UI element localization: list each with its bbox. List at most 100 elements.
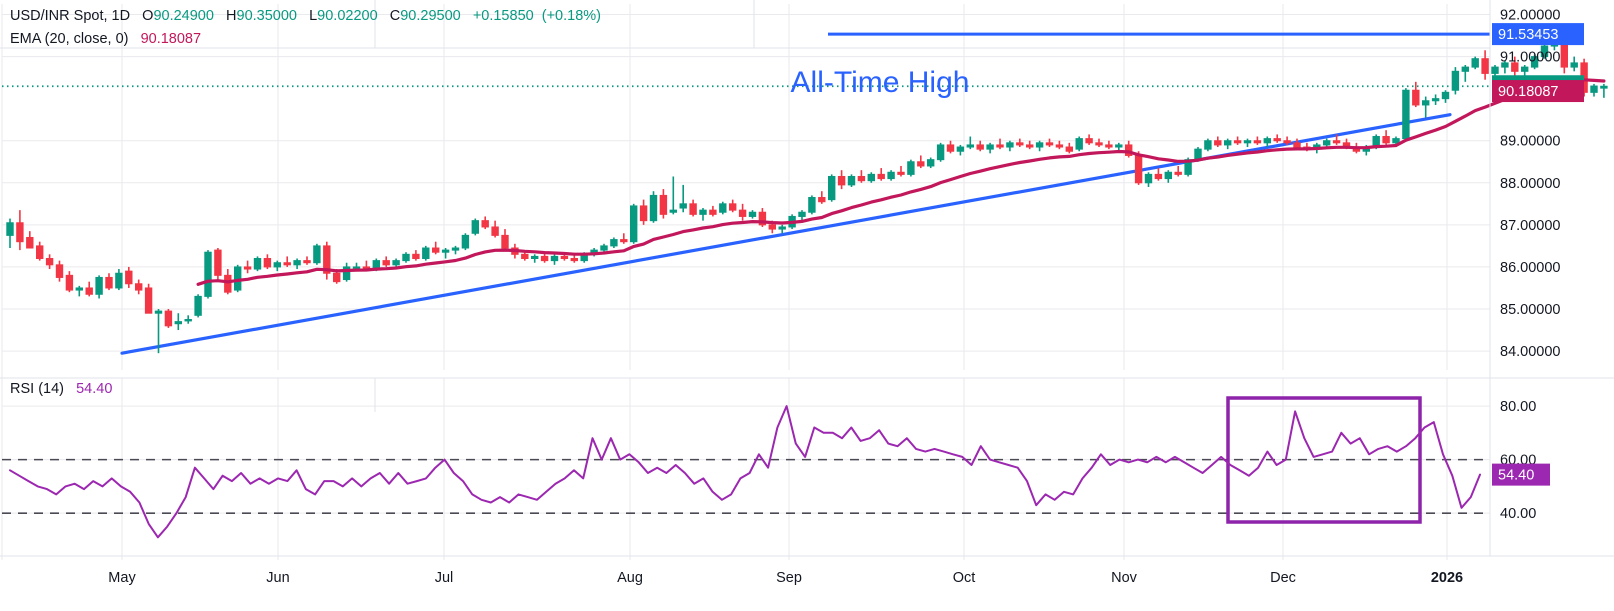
candle-body[interactable] xyxy=(610,239,618,247)
candle-body[interactable] xyxy=(659,194,668,215)
candle-body[interactable] xyxy=(897,171,905,175)
candle-body[interactable] xyxy=(16,222,24,243)
uptrend-line[interactable] xyxy=(120,113,1452,355)
candle-body[interactable] xyxy=(1035,142,1044,148)
annotations-group[interactable]: All-Time High xyxy=(791,66,970,99)
rsi-consolidation-box[interactable] xyxy=(1226,396,1422,524)
candle-body[interactable] xyxy=(85,287,93,295)
candle-body[interactable] xyxy=(847,175,856,186)
candle-body[interactable] xyxy=(1481,58,1489,74)
candle-body[interactable] xyxy=(1224,140,1232,146)
ema-20-line[interactable] xyxy=(196,76,1606,286)
candle-body[interactable] xyxy=(1600,85,1608,89)
candle-body[interactable] xyxy=(471,220,480,234)
candle-body[interactable] xyxy=(1204,140,1212,150)
candle-body[interactable] xyxy=(313,245,321,264)
candle-body[interactable] xyxy=(778,226,786,230)
legend-ema-label[interactable]: EMA (20, close, 0) xyxy=(10,31,129,47)
candle-body[interactable] xyxy=(946,144,955,152)
candle-body[interactable] xyxy=(1253,140,1262,144)
rsi-value-tag[interactable]: 54.40 xyxy=(1498,468,1534,484)
candle-body[interactable] xyxy=(75,287,83,291)
time-axis[interactable]: May Jun Jul Aug Sep Oct Nov Dec 2026 xyxy=(108,570,1463,586)
candle-body[interactable] xyxy=(521,253,529,260)
candle-body[interactable] xyxy=(560,255,569,260)
candle-body[interactable] xyxy=(441,249,450,253)
candle-body[interactable] xyxy=(1095,142,1103,146)
candle-body[interactable] xyxy=(1055,144,1064,148)
candle-body[interactable] xyxy=(1382,136,1390,144)
candle-body[interactable] xyxy=(1105,144,1113,148)
candle-body[interactable] xyxy=(105,276,113,289)
candle-body[interactable] xyxy=(1392,138,1400,144)
candle-body[interactable] xyxy=(729,203,737,211)
legend-ohlc-row[interactable]: USD/INR Spot, 1D O90.24900 H90.35000 L90… xyxy=(10,8,601,24)
candle-body[interactable] xyxy=(115,272,123,289)
candle-body[interactable] xyxy=(917,161,925,167)
candle-body[interactable] xyxy=(204,251,212,297)
legend-rsi-row[interactable]: RSI (14) 54.40 xyxy=(10,381,112,397)
candle-body[interactable] xyxy=(95,276,103,295)
candle-body[interactable] xyxy=(342,266,351,281)
candle-body[interactable] xyxy=(1065,146,1073,152)
candle-body[interactable] xyxy=(144,287,153,314)
candle-body[interactable] xyxy=(1431,98,1440,102)
candle-body[interactable] xyxy=(1491,66,1499,74)
candle-body[interactable] xyxy=(36,245,44,260)
candle-body[interactable] xyxy=(273,262,282,268)
candle-body[interactable] xyxy=(570,258,578,262)
candle-body[interactable] xyxy=(1075,138,1083,150)
candle-body[interactable] xyxy=(451,247,460,251)
legend-ema-row[interactable]: EMA (20, close, 0) 90.18087 xyxy=(10,31,201,47)
candle-body[interactable] xyxy=(1590,85,1598,93)
candle-body[interactable] xyxy=(818,197,826,203)
candle-body[interactable] xyxy=(768,224,776,230)
candle-body[interactable] xyxy=(491,226,499,236)
candle-body[interactable] xyxy=(6,222,14,236)
candle-body[interactable] xyxy=(55,264,64,278)
candle-body[interactable] xyxy=(333,272,341,283)
candle-body[interactable] xyxy=(1164,171,1172,180)
time-tick-label[interactable]: Jun xyxy=(266,570,289,586)
candle-body[interactable] xyxy=(1323,140,1331,146)
rsi-line[interactable] xyxy=(9,405,1481,539)
annotation-all-time-high[interactable]: All-Time High xyxy=(791,66,970,99)
candle-body[interactable] xyxy=(986,144,994,150)
legend-symbol[interactable]: USD/INR Spot, 1D xyxy=(10,8,131,24)
candle-body[interactable] xyxy=(966,144,974,148)
candle-body[interactable] xyxy=(1511,62,1519,72)
candle-body[interactable] xyxy=(1521,66,1529,72)
ema-price-tag[interactable]: 90.18087 xyxy=(1498,84,1558,100)
time-tick-label[interactable]: Oct xyxy=(953,570,976,586)
candle-body[interactable] xyxy=(936,144,945,161)
candle-body[interactable] xyxy=(600,245,608,251)
candle-body[interactable] xyxy=(234,266,242,291)
candle-body[interactable] xyxy=(531,255,539,260)
candle-body[interactable] xyxy=(184,319,192,322)
candle-body[interactable] xyxy=(1441,91,1450,100)
candle-body[interactable] xyxy=(956,146,965,152)
candle-body[interactable] xyxy=(293,260,301,266)
rsi-value-tag-bg[interactable] xyxy=(1492,463,1550,486)
candle-body[interactable] xyxy=(1273,138,1281,142)
candle-body[interactable] xyxy=(352,266,361,269)
candle-body[interactable] xyxy=(1006,142,1014,148)
candle-body[interactable] xyxy=(867,173,875,182)
candle-body[interactable] xyxy=(649,194,658,222)
candle-body[interactable] xyxy=(748,211,757,217)
candle-body[interactable] xyxy=(1154,173,1163,180)
candlestick-series[interactable] xyxy=(6,33,1608,354)
candle-body[interactable] xyxy=(887,171,895,180)
time-tick-label[interactable]: Aug xyxy=(617,570,643,586)
candle-body[interactable] xyxy=(837,175,846,186)
candle-body[interactable] xyxy=(323,245,331,274)
candle-body[interactable] xyxy=(907,161,915,175)
candle-body[interactable] xyxy=(1501,62,1509,68)
candle-body[interactable] xyxy=(243,266,252,270)
candle-body[interactable] xyxy=(620,239,628,243)
candle-body[interactable] xyxy=(432,247,440,253)
trendline-group[interactable] xyxy=(120,113,1452,355)
candle-body[interactable] xyxy=(26,236,34,249)
